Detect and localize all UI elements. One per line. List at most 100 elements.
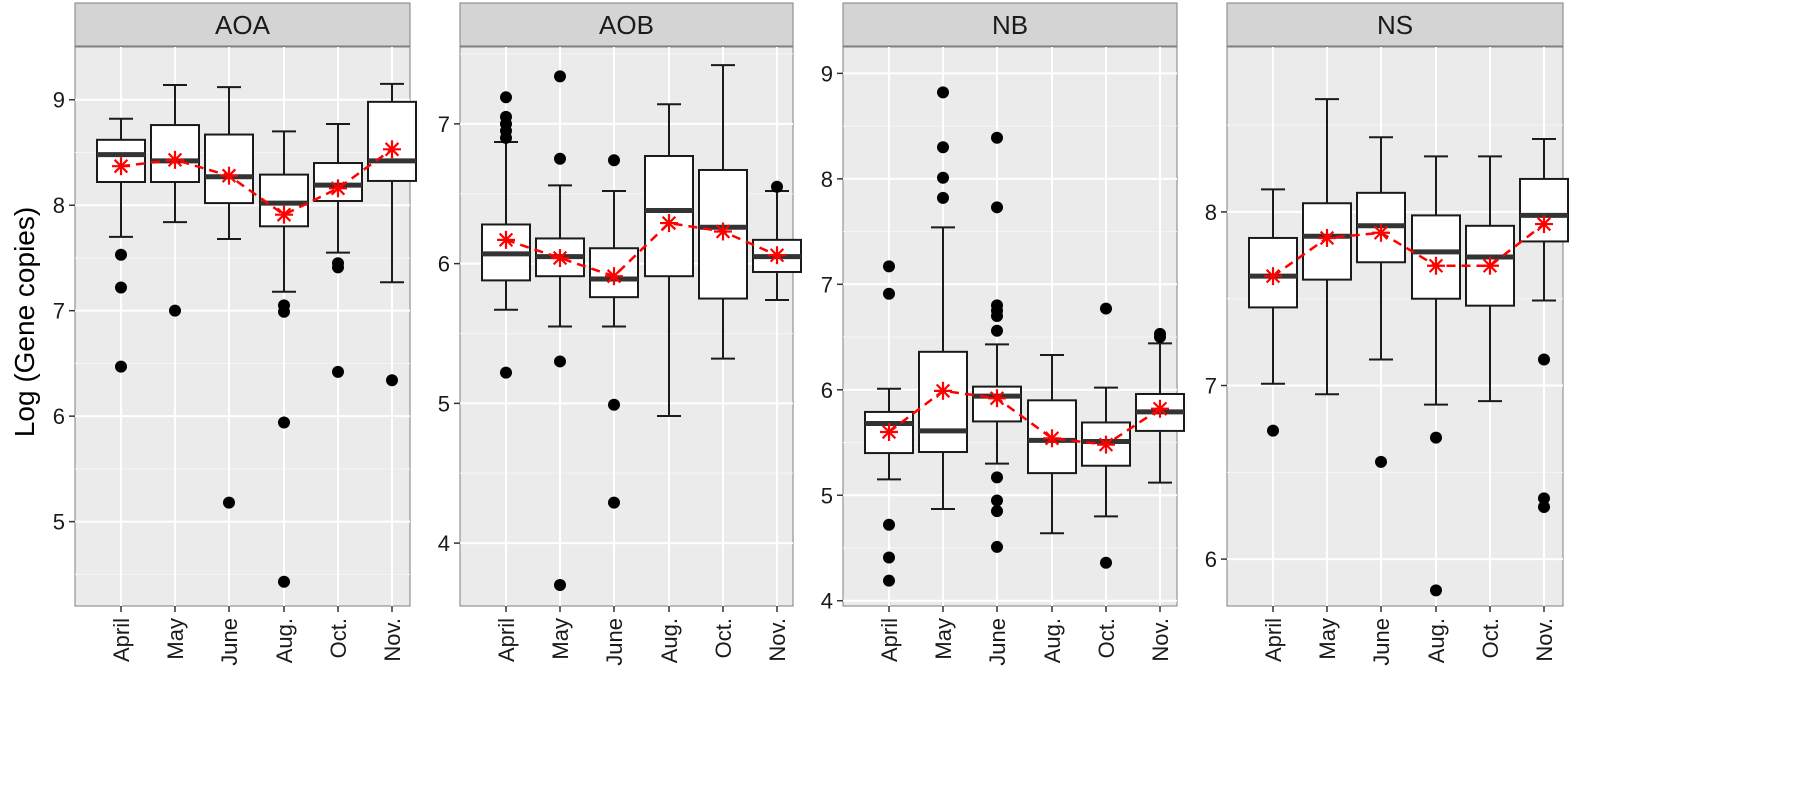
mean-marker — [768, 246, 786, 265]
outlier-point — [278, 416, 290, 429]
mean-marker — [1043, 429, 1061, 448]
mean-marker-stroke — [1536, 216, 1552, 232]
facet-aob: AOB 4 5 6 7 April May June Aug. Oct. Nov. — [438, 2, 802, 666]
outlier-point — [883, 260, 895, 273]
outlier-point — [1100, 302, 1112, 315]
y-tick-label: 7 — [1205, 374, 1217, 399]
outlier-point — [115, 281, 127, 294]
x-tick-label: May — [163, 618, 188, 660]
outlier-point — [278, 305, 290, 318]
box-may — [535, 70, 585, 592]
outlier-point — [500, 131, 512, 144]
outlier-point — [937, 171, 949, 184]
mean-marker — [497, 230, 515, 249]
x-tick-label: May — [548, 618, 573, 660]
outlier-point — [991, 201, 1003, 214]
y-tick-label: 6 — [821, 378, 833, 403]
outlier-point — [386, 374, 398, 387]
x-tick-label: Aug. — [1040, 618, 1065, 663]
mean-marker — [605, 267, 623, 286]
panel-background — [459, 46, 794, 607]
y-tick-label: 6 — [438, 252, 450, 277]
x-tick-label: April — [494, 618, 519, 662]
outlier-point — [1538, 353, 1550, 366]
outlier-point — [554, 355, 566, 368]
mean-marker — [220, 166, 238, 185]
x-tick-label: April — [109, 618, 134, 662]
x-tick-label: Nov. — [765, 618, 790, 662]
outlier-point — [1100, 556, 1112, 569]
outlier-point — [1538, 501, 1550, 514]
outlier-point — [771, 180, 783, 193]
outlier-point — [883, 574, 895, 587]
x-tick-label: April — [1261, 618, 1286, 662]
mean-marker-stroke — [1482, 258, 1498, 273]
y-tick-label: 4 — [821, 589, 833, 614]
mean-marker — [1535, 215, 1553, 234]
outlier-point — [115, 248, 127, 261]
y-tick-label: 7 — [821, 272, 833, 297]
mean-marker — [275, 205, 293, 224]
mean-marker-stroke — [330, 181, 346, 196]
mean-marker-stroke — [113, 159, 129, 174]
box-aug — [1027, 353, 1077, 535]
facet-strip-label: NS — [1377, 10, 1413, 40]
mean-marker-stroke — [221, 168, 237, 183]
outlier-point — [332, 261, 344, 274]
mean-marker — [1097, 435, 1115, 454]
outlier-point — [608, 398, 620, 411]
mean-marker — [383, 140, 401, 159]
outlier-point — [991, 494, 1003, 507]
x-tick-label: June — [602, 618, 627, 666]
mean-marker-stroke — [1152, 401, 1168, 416]
x-tick-label: Nov. — [380, 618, 405, 662]
mean-marker — [880, 422, 898, 441]
mean-marker — [1481, 256, 1499, 275]
box-nov — [1519, 138, 1569, 514]
outlier-point — [883, 287, 895, 300]
mean-marker — [1427, 256, 1445, 275]
outlier-point — [608, 496, 620, 509]
outlier-point — [991, 471, 1003, 484]
facet-strip — [1226, 2, 1564, 47]
x-tick-label: Nov. — [1148, 618, 1173, 662]
y-tick-label: 9 — [821, 61, 833, 86]
facet-aoa: AOA 5 6 7 8 9 April May June Aug. Oct. Nov. — [53, 2, 417, 666]
mean-marker — [551, 249, 569, 268]
x-tick-label: April — [877, 618, 902, 662]
x-tick-label: June — [985, 618, 1010, 666]
facet-strip — [842, 2, 1178, 47]
facet-strip-label: AOB — [599, 10, 654, 40]
outlier-point — [1375, 455, 1387, 468]
y-tick-label: 6 — [53, 404, 65, 429]
outlier-point — [1267, 424, 1279, 437]
facet-ns: NS 6 7 8 April May June Aug. Oct. Nov. — [1205, 2, 1569, 666]
mean-marker-stroke — [552, 250, 568, 266]
box-iqr — [918, 350, 968, 454]
mean-marker-stroke — [769, 248, 785, 263]
mean-marker-stroke — [881, 424, 897, 440]
mean-marker-stroke — [715, 224, 731, 239]
x-tick-label: May — [931, 618, 956, 660]
outlier-point — [1154, 331, 1166, 344]
x-tick-label: June — [217, 618, 242, 666]
y-tick-label: 6 — [1205, 547, 1217, 572]
outlier-point — [991, 540, 1003, 553]
outlier-point — [554, 579, 566, 592]
mean-marker-stroke — [1098, 437, 1114, 452]
x-tick-label: Aug. — [1424, 618, 1449, 663]
facet-strip — [459, 2, 794, 47]
x-tick-label: May — [1315, 618, 1340, 660]
facet-strip — [74, 2, 411, 47]
outlier-point — [169, 304, 181, 317]
x-tick-label: Oct. — [326, 618, 351, 658]
mean-trend-line — [1272, 223, 1545, 278]
facet-strip-label: AOA — [215, 10, 271, 40]
y-tick-label: 7 — [53, 299, 65, 324]
mean-marker-stroke — [1428, 258, 1444, 273]
mean-marker-stroke — [989, 391, 1005, 406]
y-tick-label: 4 — [438, 531, 450, 556]
y-tick-label: 8 — [821, 167, 833, 192]
